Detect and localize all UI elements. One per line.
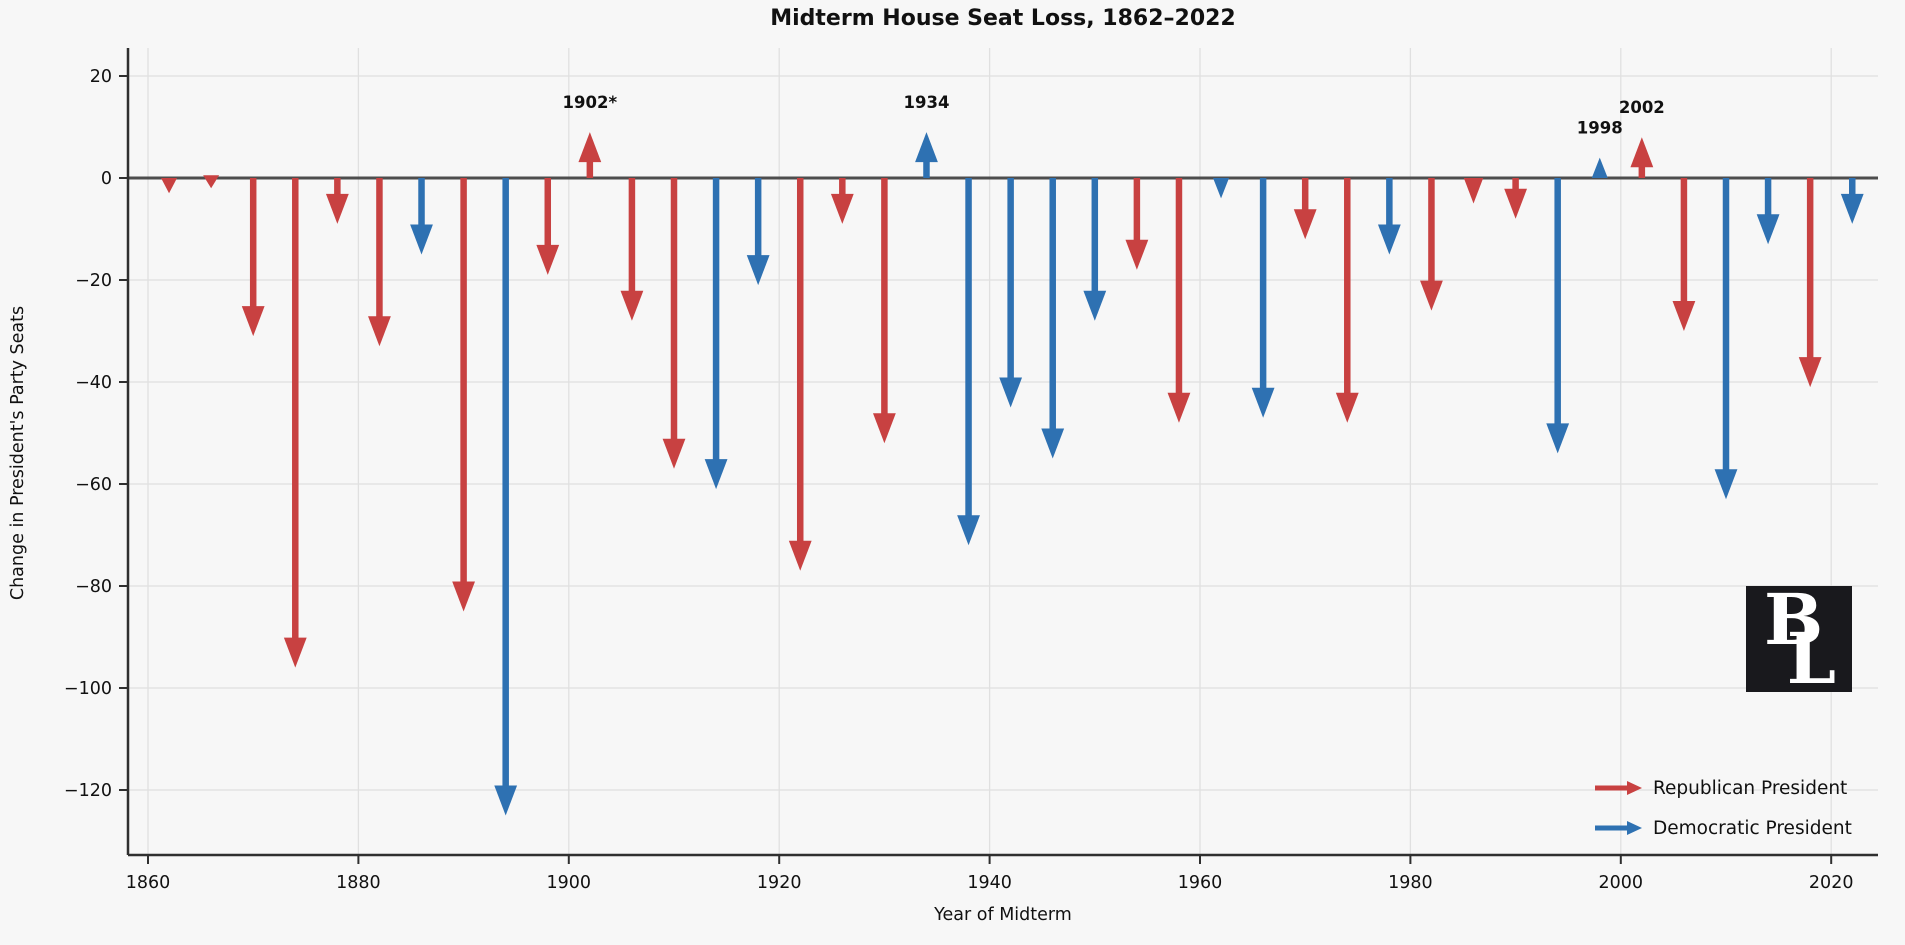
x-tick-label: 1980 <box>1388 873 1433 893</box>
seat-change-arrow-head-1922 <box>788 540 812 571</box>
y-tick-label: −40 <box>75 373 112 393</box>
seat-change-arrow-head-1966 <box>1251 387 1275 418</box>
x-tick-label: 1880 <box>336 873 381 893</box>
seat-change-arrow-head-1958 <box>1167 392 1191 423</box>
republican-arrow-icon <box>1595 781 1642 795</box>
seat-change-arrow-head-1970 <box>1293 209 1317 240</box>
seat-change-arrow-head-1898 <box>536 244 560 275</box>
seat-change-arrow-head-1894 <box>494 785 518 816</box>
seat-change-arrow-head-1882 <box>368 316 391 347</box>
seat-change-arrow-head-1934 <box>915 132 938 163</box>
y-tick-label: −20 <box>75 271 112 291</box>
seat-change-arrow-head-1990 <box>1504 188 1527 219</box>
x-tick-label: 2020 <box>1809 873 1854 893</box>
seat-change-arrow-head-1938 <box>957 515 980 546</box>
y-tick-label: 20 <box>90 67 112 87</box>
seat-change-arrow-head-1950 <box>1083 290 1107 321</box>
x-axis-label: Year of Midterm <box>934 905 1072 925</box>
y-axis-label: Change in President's Party Seats <box>8 305 28 601</box>
legend-label-democratic: Democratic President <box>1653 817 1852 839</box>
seat-change-arrow-head-2014 <box>1756 214 1780 245</box>
x-tick-label: 1940 <box>967 873 1012 893</box>
seat-change-arrow-head-1998 <box>1591 157 1608 178</box>
democratic-arrow-icon <box>1595 821 1642 835</box>
x-tick-label: 1860 <box>126 873 171 893</box>
legend: Republican President Democratic Presiden… <box>1593 768 1852 848</box>
seat-change-arrow-head-1994 <box>1546 423 1570 454</box>
legend-item-democratic: Democratic President <box>1593 808 1852 848</box>
seat-change-arrow-head-1978 <box>1377 224 1401 255</box>
x-tick-label: 1920 <box>757 873 802 893</box>
seat-change-arrow-head-1862 <box>161 178 178 194</box>
x-tick-label: 1900 <box>547 873 592 893</box>
seat-change-arrow-head-1914 <box>704 459 728 490</box>
seat-change-arrow-head-1878 <box>325 193 349 224</box>
seat-change-arrow-head-1974 <box>1335 392 1359 423</box>
seat-change-arrow-head-1910 <box>662 438 686 469</box>
seat-change-arrow-head-1866 <box>203 175 220 189</box>
annotation-1998: 1998 <box>1577 119 1623 138</box>
seat-change-arrow-head-2010 <box>1714 469 1738 500</box>
legend-item-republican: Republican President <box>1593 768 1852 808</box>
logo-letter-b: B <box>1764 578 1824 661</box>
y-tick-label: −80 <box>75 577 112 597</box>
seat-change-arrow-head-1874 <box>283 637 307 668</box>
seat-change-arrow-head-1982 <box>1420 280 1443 311</box>
annotation-1934: 1934 <box>904 93 950 112</box>
legend-label-republican: Republican President <box>1653 777 1848 799</box>
annotation-1902: 1902* <box>563 93 618 112</box>
seat-change-arrow-head-1942 <box>999 377 1023 408</box>
seat-change-arrow-head-1946 <box>1041 428 1065 459</box>
seat-change-arrow-head-1870 <box>241 306 265 337</box>
y-tick-label: 0 <box>101 169 112 189</box>
bl-logo: B L <box>1746 578 1852 700</box>
annotation-2002: 2002 <box>1619 98 1665 117</box>
seat-change-arrow-head-1902 <box>578 132 602 163</box>
seat-change-arrow-head-1962 <box>1213 178 1230 199</box>
seat-change-arrow-head-2002 <box>1630 137 1654 168</box>
seat-change-arrow-head-1906 <box>620 290 644 321</box>
seat-change-arrow-head-2018 <box>1798 357 1822 388</box>
seat-change-arrow-head-2022 <box>1840 193 1864 224</box>
seat-change-arrow-head-1954 <box>1125 239 1149 270</box>
seat-change-arrow-head-1918 <box>746 255 770 286</box>
seat-change-arrow-head-2006 <box>1672 301 1696 331</box>
y-tick-label: −100 <box>64 679 112 699</box>
seat-change-arrow-head-1926 <box>830 193 854 224</box>
chart-title: Midterm House Seat Loss, 1862–2022 <box>770 6 1236 31</box>
seat-change-arrow-head-1930 <box>873 413 896 444</box>
y-tick-label: −60 <box>75 475 112 495</box>
logo-letter-l: L <box>1786 617 1836 700</box>
seat-change-arrow-head-1890 <box>452 581 475 612</box>
x-tick-label: 1960 <box>1178 873 1223 893</box>
x-tick-label: 2000 <box>1599 873 1644 893</box>
seat-change-arrow-head-1886 <box>410 224 433 255</box>
seat-change-arrow-head-1986 <box>1463 178 1484 204</box>
y-tick-label: −120 <box>64 781 112 801</box>
